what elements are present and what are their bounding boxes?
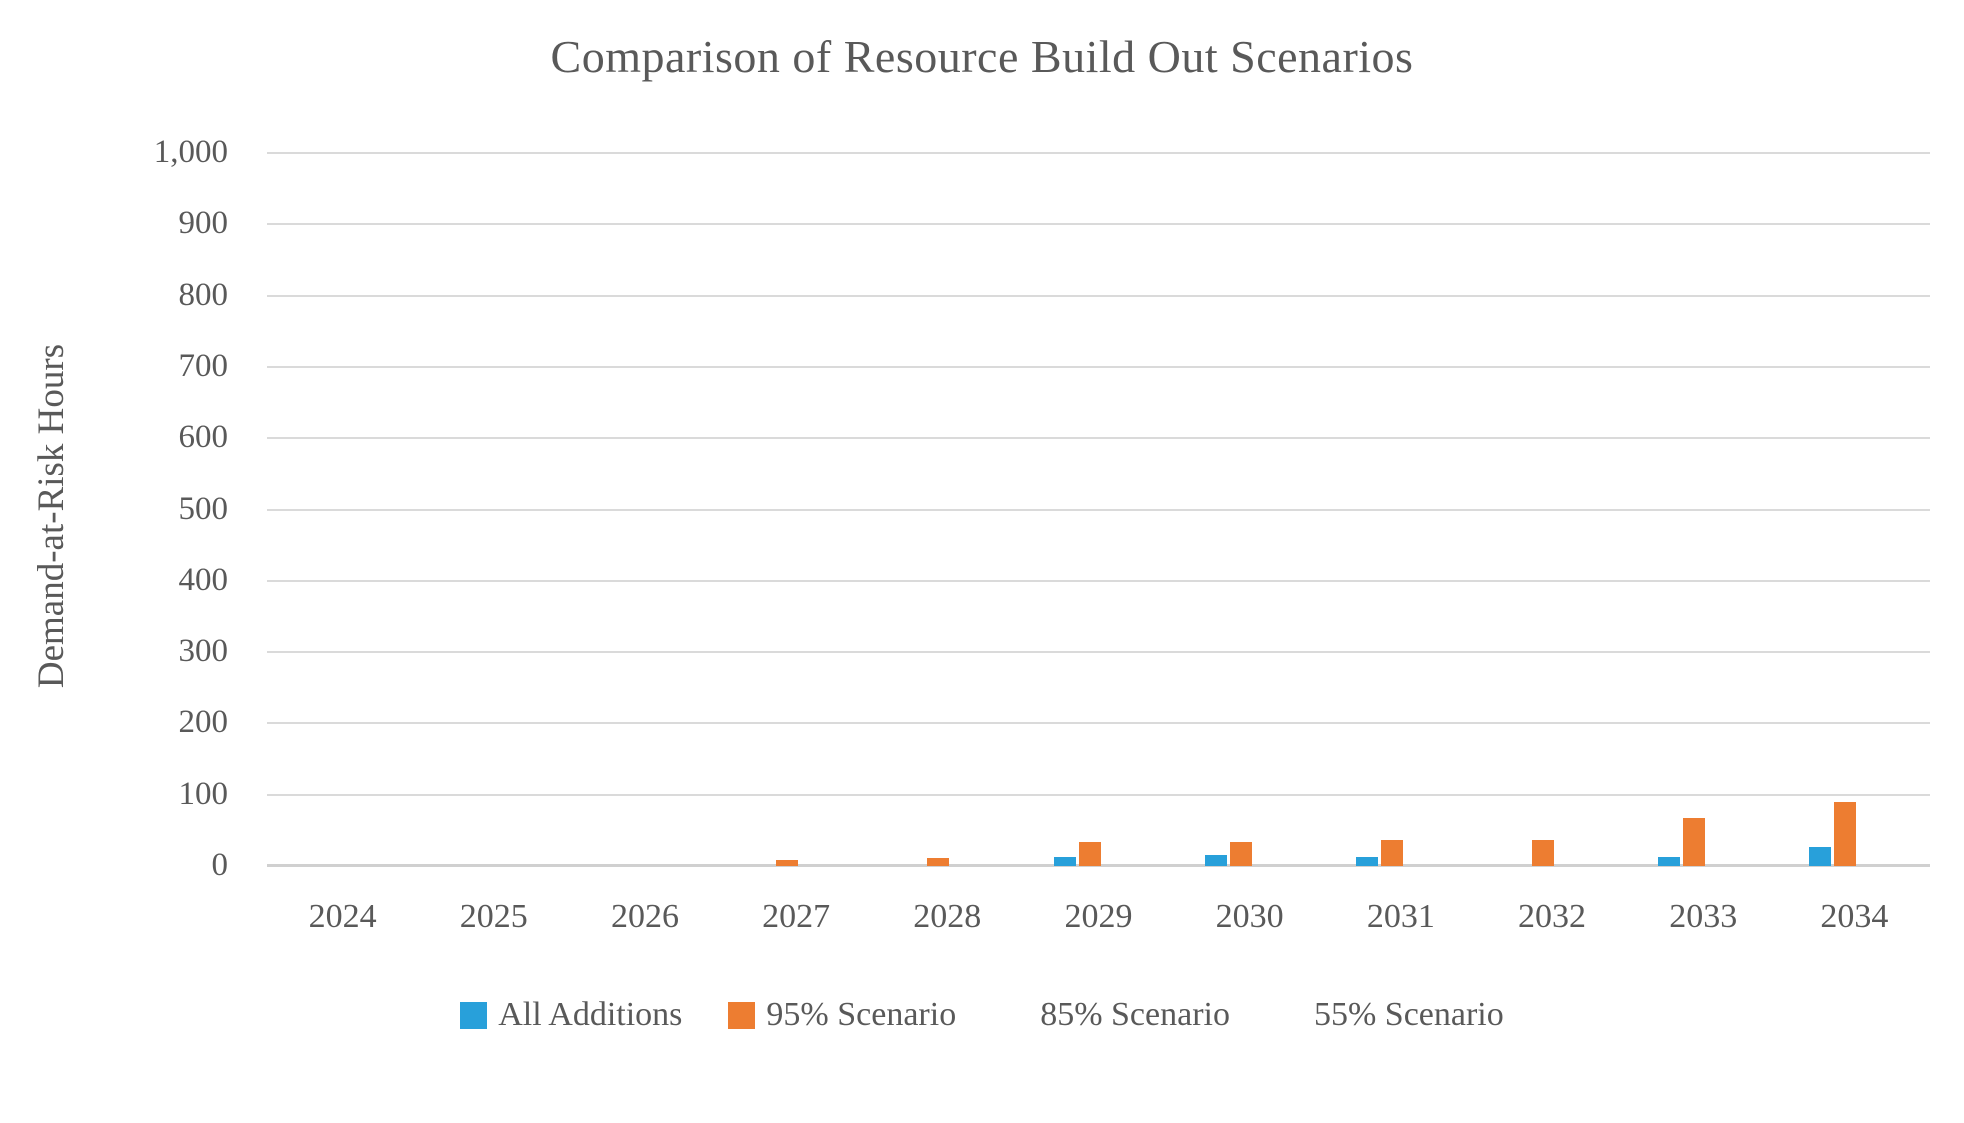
bar-all-additions-2030 (1204, 855, 1227, 866)
gridline (267, 579, 1930, 582)
bar-all-additions-2033 (1658, 857, 1681, 866)
x-tick-label-2033: 2033 (1669, 898, 1738, 935)
gridline (267, 294, 1930, 297)
legend-label-55-scenario: 55% Scenario (1313, 996, 1504, 1033)
x-tick-label-2025: 2025 (459, 898, 528, 935)
bar-95-scenario-2030 (1229, 841, 1252, 866)
gridline (267, 722, 1930, 725)
legend-item-55-scenario: 55% Scenario (1275, 996, 1504, 1034)
legend: All Additions 95% Scenario 85% Scenario 55%… (0, 996, 1964, 1034)
bar-95-scenario-2034 (1834, 801, 1857, 866)
bar-95-scenario-2029 (1078, 842, 1101, 866)
x-tick-label-2030: 2030 (1215, 898, 1284, 935)
bar-all-additions-2031 (1355, 857, 1378, 866)
bar-95-scenario-2027 (776, 860, 799, 866)
gridline (267, 223, 1930, 226)
x-tick-label-2031: 2031 (1366, 898, 1435, 935)
x-tick-label-2024: 2024 (308, 898, 377, 935)
y-tick-label: 400 (178, 561, 229, 598)
gridline (267, 793, 1930, 796)
legend-label-85-scenario: 85% Scenario (1040, 996, 1230, 1033)
bar-95-scenario-2032 (1532, 840, 1555, 866)
y-tick-label: 700 (178, 347, 229, 384)
bar-95-scenario-2031 (1380, 839, 1403, 866)
y-tick-label: 200 (178, 704, 229, 741)
y-tick-label: 100 (178, 775, 229, 812)
gridline (267, 651, 1930, 654)
y-tick-label: 300 (178, 633, 229, 670)
legend-swatch-85-scenario (1002, 1001, 1030, 1029)
gridline (267, 365, 1930, 368)
y-tick-label: 1,000 (153, 134, 228, 170)
gridline (267, 508, 1930, 511)
x-tick-label-2034: 2034 (1820, 898, 1889, 935)
bar-all-additions-2029 (1053, 856, 1076, 866)
bar-95-scenario-2028 (927, 858, 950, 866)
y-tick-label: 900 (178, 205, 229, 242)
x-tick-label-2028: 2028 (913, 898, 982, 935)
x-tick-label-2026: 2026 (610, 898, 679, 935)
gridline (267, 152, 1930, 154)
legend-swatch-all-additions (460, 1001, 488, 1029)
chart-title: Comparison of Resource Build Out Scenari… (550, 31, 1414, 82)
y-tick-label: 800 (178, 276, 229, 313)
y-tick-label: 0 (211, 847, 229, 883)
bar-95-scenario-2033 (1683, 817, 1706, 866)
legend-item-95-scenario: 95% Scenario (728, 996, 956, 1034)
x-tick-label-2027: 2027 (762, 898, 831, 935)
legend-swatch-95-scenario (728, 1001, 756, 1029)
gridline (267, 437, 1930, 440)
plot-area (267, 152, 1930, 867)
y-tick-label: 600 (178, 419, 229, 456)
legend-label-95-scenario: 95% Scenario (766, 996, 957, 1033)
x-tick-label-2032: 2032 (1518, 898, 1587, 935)
legend-swatch-55-scenario (1275, 1001, 1303, 1029)
bar-all-additions-2034 (1809, 847, 1832, 866)
legend-label-all-additions: All Additions (498, 996, 683, 1033)
legend-item-all-additions: All Additions (460, 996, 682, 1034)
x-tick-label-2029: 2029 (1064, 898, 1133, 935)
legend-item-85-scenario: 85% Scenario (1002, 996, 1230, 1034)
y-tick-label: 500 (178, 490, 229, 527)
